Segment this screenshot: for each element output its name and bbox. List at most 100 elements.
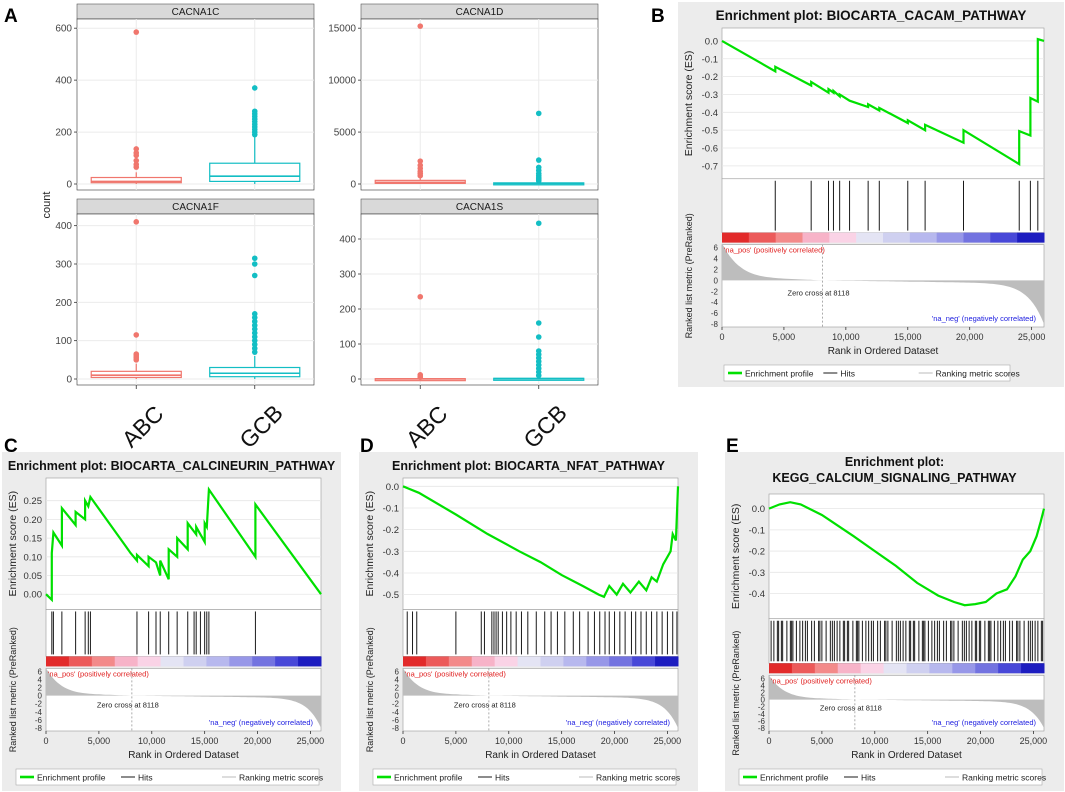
es-tick-label: 0.0 [386, 482, 399, 493]
zero-cross-label: Zero cross at 8118 [454, 701, 516, 710]
y-tick-label: 100 [55, 336, 72, 347]
enrichment-profile-line [45, 486, 322, 603]
es-tick-label: -0.4 [749, 589, 765, 600]
zero-cross-label: Zero cross at 8118 [820, 704, 882, 713]
pos-correlated-label: 'na_pos' (positively correlated) [771, 676, 872, 685]
outlier-point [251, 318, 258, 325]
x-axis-label: Rank in Ordered Dataset [828, 346, 939, 357]
es-tick-label: -0.7 [702, 161, 718, 172]
facet-CACNA1S: CACNA1S 0 100 200 300 400 [339, 198, 599, 386]
box-GCB [209, 85, 301, 184]
facet-panel [360, 18, 599, 191]
facet-title: CACNA1F [172, 202, 219, 213]
rank-color-band [929, 663, 953, 674]
rank-color-band [802, 232, 830, 243]
metric-tick-label: -8 [758, 724, 766, 733]
outlier-point [133, 157, 140, 164]
outlier-point [251, 349, 258, 355]
rank-color-band [632, 656, 656, 667]
rank-color-band [68, 656, 93, 667]
rank-color-band [275, 656, 299, 667]
gsea-title: KEGG_CALCIUM_SIGNALING_PATHWAY [772, 471, 1017, 485]
outlier-point [535, 164, 542, 171]
panel-letter-E: E [726, 436, 739, 457]
legend: Enrichment profile Hits Ranking metric sco… [723, 364, 1020, 382]
x-tick-label: 20,000 [601, 736, 629, 746]
rank-color-band [586, 656, 610, 667]
box-ABC [90, 219, 182, 379]
metric-area [721, 244, 1045, 328]
legend-label: Enrichment profile [745, 369, 814, 379]
x-tick-label: 20,000 [244, 736, 272, 746]
outlier-point [251, 341, 258, 348]
pos-correlated-label: 'na_pos' (positively correlated) [405, 669, 506, 678]
metric-tick-label: 2 [395, 684, 400, 693]
y-tick-label: 0 [350, 180, 356, 191]
facet-title: CACNA1S [456, 202, 504, 213]
outlier-point [133, 150, 140, 156]
es-plot-area [768, 493, 1045, 620]
legend: Enrichment profile Hits Ranking metric sco… [738, 768, 1046, 786]
rank-color-band [160, 656, 184, 667]
gsea-title: Enrichment plot: BIOCARTA_CALCINEURIN_PA… [8, 459, 336, 473]
es-tick-label: 0.05 [24, 571, 43, 582]
metric-area [402, 668, 679, 732]
gsea-title: Enrichment plot: BIOCARTA_CACAM_PATHWAY [716, 8, 1027, 23]
outlier-point [417, 162, 424, 169]
y-tick-label: 10000 [328, 76, 356, 87]
rank-color-band [494, 656, 519, 667]
es-tick-label: -0.1 [383, 503, 399, 514]
rank-color-band [975, 663, 999, 674]
outlier-point [535, 220, 542, 227]
metric-tick-label: -2 [392, 700, 400, 709]
enrichment-profile-line [402, 485, 680, 599]
metric-tick-label: -6 [392, 716, 400, 725]
outlier-point [417, 293, 424, 300]
legend-label: Hits [495, 773, 510, 783]
outlier-point [535, 110, 542, 117]
metric-tick-label: 6 [714, 244, 719, 253]
outlier-point [535, 348, 542, 354]
outlier-point [251, 330, 258, 336]
x-tick-label: 0 [766, 736, 771, 746]
es-axis-label: Enrichment score (ES) [730, 504, 742, 610]
outlier-point [251, 272, 258, 279]
metric-tick-label: -4 [711, 298, 719, 307]
x-tick-label: 10,000 [495, 736, 523, 746]
rank-color-band [425, 656, 450, 667]
hits-area [402, 609, 679, 657]
x-tick-label: 15,000 [548, 736, 576, 746]
metric-tick-label: 4 [714, 255, 719, 264]
facet-CACNA1F: CACNA1F 0 100 200 300 400 [55, 198, 315, 386]
gsea-title: Enrichment plot: BIOCARTA_NFAT_PATHWAY [392, 459, 666, 473]
box-ABC [374, 23, 466, 184]
x-tick-label-ABC: ABC [117, 400, 169, 452]
x-tick-label: 25,000 [1020, 736, 1048, 746]
outlier-point [133, 161, 140, 168]
outlier-point [417, 23, 424, 29]
box-GCB [209, 255, 301, 379]
legend-box [738, 768, 1043, 786]
legend-label: Hits [138, 773, 153, 783]
metric-tick-label: -4 [392, 708, 400, 717]
outlier-point [251, 311, 258, 317]
es-tick-label: 0.00 [24, 590, 43, 601]
x-tick-label: 10,000 [861, 736, 889, 746]
outlier-point [133, 219, 140, 225]
legend: Enrichment profile Hits Ranking metric sco… [372, 768, 680, 786]
zero-cross-label: Zero cross at 8118 [97, 701, 159, 710]
rank-color-band [114, 656, 139, 667]
x-tick-label: 5,000 [773, 332, 796, 342]
x-tick-label-GCB: GCB [234, 400, 288, 454]
x-tick-label: 20,000 [967, 736, 995, 746]
neg-correlated-label: 'na_neg' (negatively correlated) [566, 718, 671, 727]
rank-color-band [722, 232, 750, 243]
metric-tick-label: 4 [395, 675, 400, 684]
es-tick-label: -0.6 [702, 144, 718, 155]
x-tick-label: 25,000 [1018, 332, 1046, 342]
pos-correlated-label: 'na_pos' (positively correlated) [48, 669, 149, 678]
outlier-point [251, 261, 258, 267]
outlier-point [251, 326, 258, 332]
legend: Enrichment profile Hits Ranking metric sco… [15, 768, 323, 786]
